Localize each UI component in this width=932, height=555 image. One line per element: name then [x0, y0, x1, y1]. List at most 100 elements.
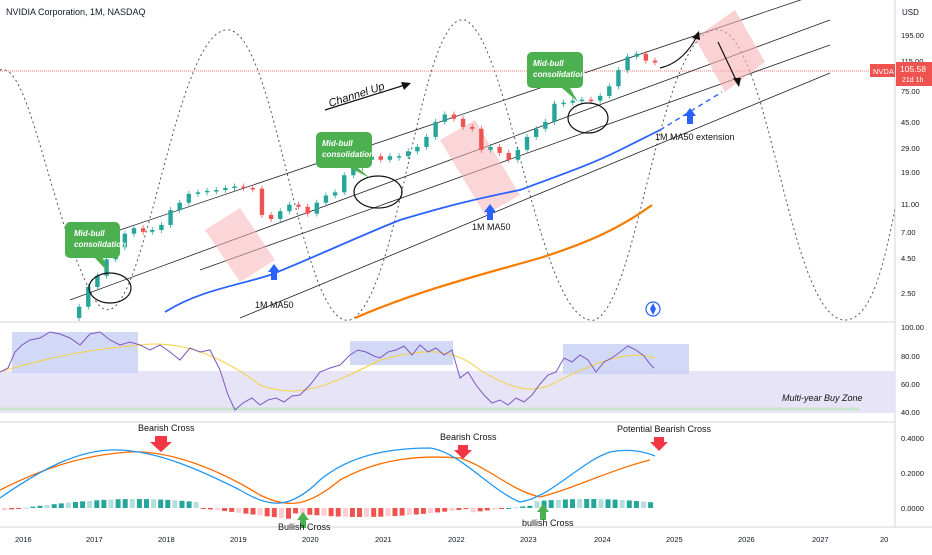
rsi-axis[interactable]: 100.00 80.00 60.00 40.00 [901, 323, 924, 417]
price-tick-label: 7.00 [901, 228, 916, 237]
callout-text-1a: Mid-bull [74, 229, 105, 238]
price-tick-label: 75.00 [901, 87, 920, 96]
callout-box-2 [316, 132, 372, 168]
macd-tick-label: 0.0000 [901, 504, 924, 513]
rsi-buy-zone [0, 371, 895, 413]
macd-bar [428, 508, 433, 514]
time-tick-label: 2016 [15, 535, 32, 544]
candle-body [104, 259, 109, 276]
rsi-tick-label: 100.00 [901, 323, 924, 332]
main-pane: Mid-bull consolidation Mid-bull consolid… [0, 0, 895, 321]
macd-bar [250, 508, 256, 515]
macd-bar [420, 508, 426, 514]
time-axis[interactable]: 2016 2017 2018 2019 2020 2021 2022 2023 2024 2025… [15, 535, 888, 544]
candle-body [543, 121, 548, 129]
time-tick-label: 2022 [448, 535, 465, 544]
macd-bar [87, 500, 93, 508]
price-tick-label: 29.00 [901, 144, 920, 153]
channel-bottom-line [239, 72, 831, 319]
macd-axis[interactable]: 0.4000 0.2000 0.0000 [901, 434, 924, 513]
callout-box-3 [527, 52, 583, 88]
ma50-label-1: 1M MA50 [255, 300, 294, 310]
macd-bar [591, 499, 597, 508]
candle-body [140, 228, 146, 232]
candle-body [506, 152, 511, 160]
macd-bar [80, 501, 86, 508]
macd-bar [470, 508, 476, 513]
price-tick-label: 115.00 [901, 57, 923, 66]
candle-body [168, 210, 173, 225]
macd-histogram [2, 499, 654, 519]
candle-body [433, 121, 438, 137]
macd-bar [264, 508, 270, 517]
callout-tail-3 [562, 88, 578, 102]
candle-body [287, 204, 292, 212]
macd-bar [392, 508, 398, 517]
bearish-cross-arrow-2 [454, 445, 472, 459]
price-tick-label: 45.00 [901, 118, 920, 127]
candle-body [214, 190, 219, 192]
compass-icon[interactable] [645, 301, 661, 317]
ma50-label-2: 1M MA50 [472, 222, 511, 232]
candle-body [652, 60, 658, 63]
candle-body [515, 149, 521, 160]
time-tick-label: 2017 [86, 535, 103, 544]
macd-bar [286, 508, 291, 519]
candle-body [488, 146, 493, 150]
macd-bar [364, 508, 370, 517]
macd-bar [541, 500, 547, 508]
candle-body [597, 95, 603, 101]
cycle-sine-curve [0, 19, 895, 321]
candle-body [241, 186, 246, 189]
macd-bar [527, 505, 533, 508]
candle-body [332, 192, 338, 196]
macd-bar [243, 508, 249, 514]
macd-bar [129, 499, 135, 508]
macd-bar [413, 508, 419, 515]
macd-bar [555, 499, 561, 508]
macd-bar [548, 500, 554, 508]
candle-body [579, 99, 585, 102]
candle-body [469, 126, 475, 129]
callout-text-2b: consolidation [322, 150, 374, 159]
callout-tail-1 [95, 258, 108, 272]
price-tick-label: 19.00 [901, 168, 920, 177]
main-price-axis[interactable]: 195.00 115.00 75.00 45.00 29.00 19.00 11.00 7.0… [901, 31, 924, 298]
projection-arrow-down [717, 41, 738, 83]
candle-body [570, 100, 575, 103]
time-tick-label: 2018 [158, 535, 175, 544]
time-tick-label: 2023 [520, 535, 537, 544]
candle-body [442, 114, 447, 122]
rsi-tick-label: 60.00 [901, 380, 920, 389]
channel-upper-line [69, 19, 831, 301]
macd-bar [406, 508, 412, 516]
callout-text-3b: consolidation [533, 70, 585, 79]
macd-bar [101, 499, 107, 508]
macd-bar [633, 500, 639, 508]
macd-bar [300, 508, 306, 515]
rsi-overbought-box-2 [350, 341, 453, 365]
callout-text-3a: Mid-bull [533, 59, 564, 68]
macd-bar [200, 508, 206, 509]
symbol-tag-text: NVDA [873, 67, 894, 76]
candle-body [150, 229, 155, 232]
macd-bar [144, 499, 149, 508]
macd-bar [321, 508, 327, 516]
macd-tick-label: 0.2000 [901, 469, 924, 478]
candle-body [479, 128, 484, 150]
macd-bar [207, 508, 213, 510]
projection-arrow-down-head [733, 78, 741, 87]
time-tick-label: 2020 [302, 535, 319, 544]
candle-body [415, 146, 420, 152]
macd-bar [257, 508, 263, 516]
consolidation-circle-2 [353, 175, 403, 209]
candle-body [259, 188, 265, 215]
macd-bar [158, 499, 164, 508]
macd-bar [371, 508, 377, 517]
macd-bar [37, 505, 43, 508]
chart-title: NVIDIA Corporation, 1M, NASDAQ [6, 7, 146, 17]
candle-body [95, 275, 100, 287]
candle-body [533, 128, 539, 137]
macd-bar [172, 500, 178, 508]
